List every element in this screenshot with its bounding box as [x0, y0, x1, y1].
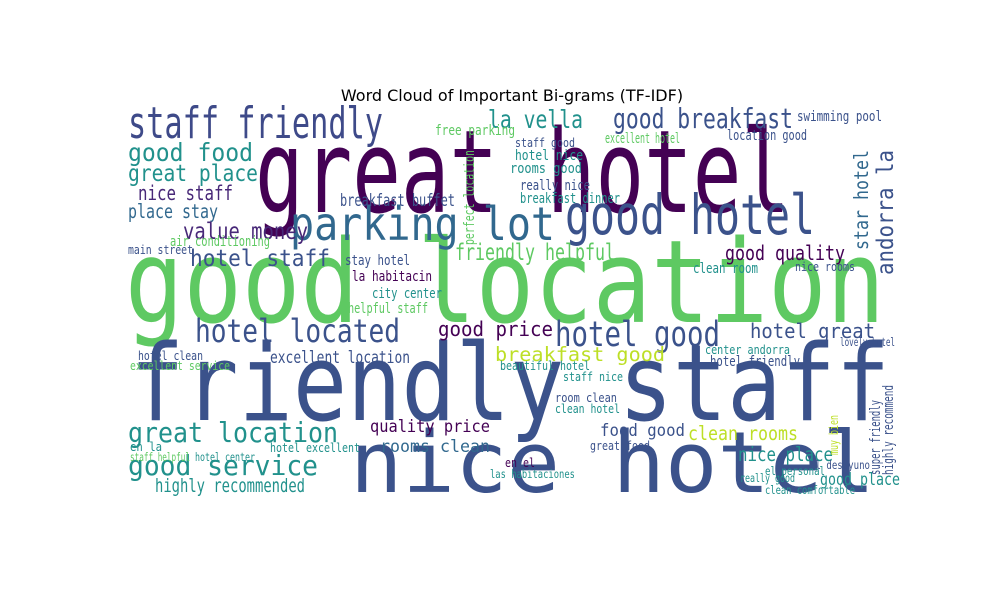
chart-title: Word Cloud of Important Bi-grams (TF-IDF… — [341, 86, 683, 105]
word: andorra la — [873, 150, 899, 275]
word: en la — [130, 439, 162, 454]
word: excellent hotel — [605, 131, 680, 147]
word: hotel great — [750, 319, 875, 343]
word: star hotel — [850, 150, 873, 250]
word: great hotel — [255, 106, 790, 240]
word: clean room — [693, 261, 758, 277]
word: room clean — [555, 390, 617, 405]
word: la vella — [488, 105, 583, 134]
word: highly recommend — [881, 385, 897, 475]
word: great place — [128, 161, 258, 187]
word: good service — [128, 449, 318, 482]
word: helpful staff — [348, 301, 428, 317]
word: lovely hotel — [840, 335, 895, 349]
word: beautiful hotel — [500, 358, 590, 373]
word: hotel good — [555, 315, 720, 355]
word: swimming pool — [797, 109, 882, 125]
word: good quality — [725, 241, 845, 265]
word: las habitaciones — [490, 467, 575, 481]
word: hotel clean — [138, 348, 203, 363]
word: good location — [125, 216, 885, 350]
word: center andorra — [705, 342, 790, 357]
word: really good — [740, 471, 795, 485]
word: hotel center — [195, 450, 255, 464]
word: nice rooms — [795, 259, 855, 274]
word: good breakfast — [613, 102, 793, 135]
word: highly recommended — [155, 476, 305, 497]
word: good hotel — [565, 184, 815, 248]
word: city center — [372, 286, 442, 302]
word: nice hotel — [350, 414, 875, 513]
word: good food — [128, 138, 253, 167]
word: stay hotel — [345, 253, 410, 269]
word: excellent service — [130, 358, 230, 373]
word: el personal — [765, 464, 825, 478]
word: great food — [590, 438, 650, 453]
word: place stay — [128, 200, 218, 223]
word: staff good — [515, 135, 575, 150]
word: quality price — [370, 417, 490, 437]
word: staff nice — [563, 369, 623, 384]
word: hotel staff — [190, 246, 330, 272]
word: la habitacin — [352, 269, 432, 285]
word: friendly helpful — [455, 240, 615, 266]
word: parking lot — [290, 197, 555, 251]
word: rooms clean — [380, 437, 490, 457]
word: hotel located — [195, 312, 400, 350]
word: air conditioning — [170, 234, 270, 250]
word: value money — [183, 219, 308, 245]
word: nice staff — [138, 181, 233, 205]
word: free parking — [435, 123, 515, 139]
word: el desayuno — [810, 458, 870, 472]
word: hotel nice — [515, 148, 583, 164]
word: perfect location — [462, 150, 478, 245]
word: main street — [128, 242, 193, 257]
word: nice place — [738, 443, 833, 466]
word: really nice — [520, 178, 590, 194]
word: clean hotel — [555, 401, 620, 416]
word: clean rooms — [688, 422, 798, 445]
word: breakfast good — [495, 343, 665, 366]
word: clean comfortable — [765, 483, 855, 497]
word: staff friendly — [128, 98, 383, 149]
word: good price — [438, 317, 553, 341]
word: super friendly — [868, 400, 884, 475]
word: hotel excellent — [270, 440, 360, 455]
word: excellent location — [270, 348, 410, 368]
word: location good — [727, 128, 807, 144]
word: rooms good — [510, 161, 582, 177]
word: staff helpful — [130, 450, 190, 464]
word: muy bien — [826, 415, 841, 455]
word: breakfast dinner — [520, 191, 620, 207]
word: great location — [128, 416, 338, 449]
word: hotel friendly — [710, 354, 800, 370]
word: good place — [820, 470, 900, 490]
word: breakfast buffet — [340, 191, 455, 211]
word: en el — [505, 455, 535, 470]
word: friendly staff — [130, 322, 890, 445]
word: food good — [600, 421, 685, 441]
